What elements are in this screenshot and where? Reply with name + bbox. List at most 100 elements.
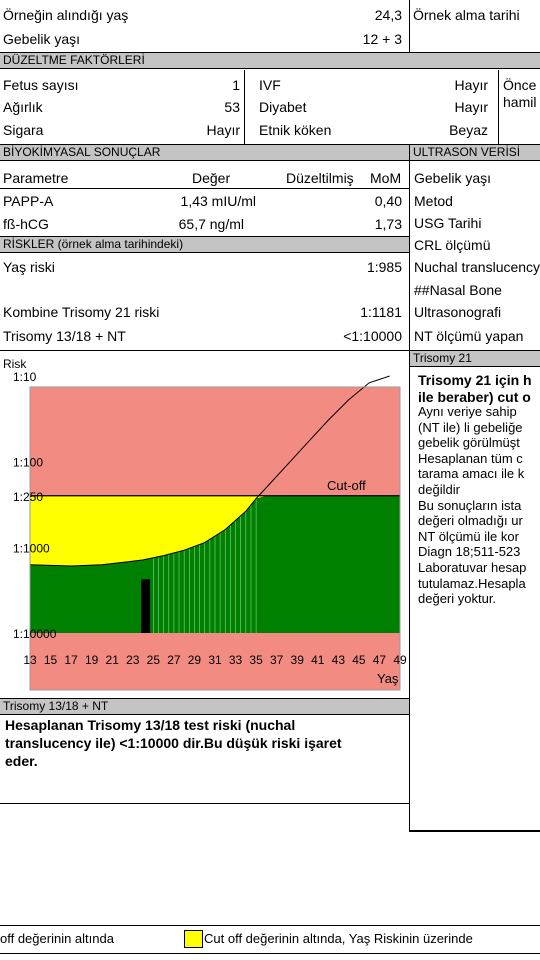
us-nt-operator: NT ölçümü yapan (414, 328, 524, 344)
x-tick-label: 49 (393, 653, 407, 667)
divider (409, 350, 410, 830)
cutoff-label: Cut-off (327, 478, 366, 493)
x-tick-label: 47 (373, 653, 387, 667)
divider (409, 830, 540, 832)
fetus-count-value: 1 (232, 77, 240, 93)
papp-a-value: 1,43 mIU/ml (180, 193, 256, 209)
legend-yellow-swatch (184, 930, 203, 948)
x-tick-label: 43 (332, 653, 346, 667)
divider (0, 953, 540, 954)
us-sonography: Ultrasonografi (414, 304, 502, 320)
sample-age-label: Örneğin alındığı yaş (3, 7, 129, 23)
value-header: Değer (192, 170, 231, 186)
y-tick-label: 1:10 (13, 370, 37, 384)
x-tick-label: 21 (106, 653, 120, 667)
x-tick-label: 25 (147, 653, 161, 667)
y-tick-label: 1:250 (13, 490, 43, 504)
weight-value: 53 (224, 99, 240, 115)
patient-marker (141, 579, 151, 633)
mom-header: MoM (370, 170, 402, 186)
previous-pregnancy-label: Önce (503, 77, 537, 93)
x-tick-label: 29 (188, 653, 202, 667)
x-ticks: 13 15 17 19 21 23 25 27 29 31 33 35 37 39 41 43 45 47 49 (23, 653, 407, 667)
t1318-risk-value: <1:10000 (343, 328, 402, 344)
correction-header: DÜZELTME FAKTÖRLERİ (0, 52, 540, 69)
sample-age-value: 24,3 (374, 7, 402, 23)
t21-bold-line-2: ile beraber) cut o (418, 389, 531, 405)
t1318-text-1: Hesaplanan Trisomy 13/18 test riski (nuc… (5, 717, 296, 733)
t21-text-line: değildir (418, 482, 460, 497)
t21-text-line: tarama amacı ile k (418, 466, 525, 482)
smoking-value: Hayır (206, 122, 240, 138)
t1318-header: Trisomy 13/18 + NT (0, 698, 409, 715)
gestational-age-value: 12 + 3 (362, 31, 402, 47)
weight-label: Ağırlık (3, 99, 43, 115)
plot-frame (29, 386, 401, 691)
diabetes-label: Diyabet (259, 99, 307, 115)
ivf-label: IVF (259, 77, 281, 93)
x-tick-label: 13 (23, 653, 37, 667)
divider (498, 70, 499, 144)
papp-a-label: PAPP-A (3, 193, 54, 209)
x-tick-label: 45 (352, 653, 366, 667)
divider (409, 144, 410, 350)
t21-text-line: değeri yoktur. (418, 591, 497, 607)
x-axis-label: Yaş (377, 671, 399, 686)
t21-text-line: Hesaplanan tüm c (418, 450, 523, 466)
us-nasal-bone: ##Nasal Bone (414, 282, 502, 298)
t21-text-line: tutulamaz.Hesapla (418, 575, 526, 591)
t1318-text-3: eder. (5, 753, 38, 769)
divider (409, 0, 410, 52)
hcg-value: 65,7 ng/ml (178, 216, 244, 232)
ethnic-label: Etnik köken (259, 122, 332, 138)
divider (244, 70, 245, 144)
t21-text-line: (NT ile) li gebeliğe (418, 419, 523, 435)
y-axis-label: Risk (3, 357, 27, 371)
age-risk-value: 1:985 (366, 259, 402, 275)
smoking-label: Sigara (3, 122, 44, 138)
t21-text-line: Laboratuvar hesap (418, 560, 527, 575)
hcg-label: fß-hCG (3, 216, 49, 232)
us-method: Metod (414, 193, 453, 209)
gestational-age-label: Gebelik yaşı (3, 31, 81, 47)
t21-text-line: değeri olmadığı ur (418, 513, 523, 529)
corrected-header: Düzeltilmiş (286, 170, 354, 186)
divider (0, 925, 540, 926)
x-tick-label: 17 (64, 653, 78, 667)
biochem-header: BİYOKİMYASAL SONUÇLAR (0, 144, 409, 161)
x-tick-label: 31 (208, 653, 222, 667)
param-header: Parametre (3, 170, 69, 186)
divider (0, 188, 409, 189)
curve-lines (153, 498, 257, 633)
legend-green-label: off değerinin altında (0, 931, 114, 946)
x-tick-label: 15 (44, 653, 58, 667)
ivf-value: Hayır (454, 77, 488, 93)
x-tick-label: 35 (249, 653, 263, 667)
t21-text-line: Diagn 18;511-523 (418, 544, 521, 560)
t21-bold-line-1: Trisomy 21 için h (418, 372, 532, 388)
hcg-mom: 1,73 (374, 216, 402, 232)
t1318-text-2: translucency ile) <1:10000 dir.Bu düşük … (5, 735, 342, 751)
t21-text-line: NT ölçümü ile kor (418, 528, 519, 544)
combined-risk-value: 1:1181 (360, 304, 402, 320)
age-risk-label: Yaş riski (3, 259, 55, 275)
yellow-zone (30, 495, 400, 566)
y-ticks: 1:10 1:100 1:250 1:1000 1:10000 (13, 370, 57, 641)
x-tick-label: 39 (291, 653, 305, 667)
ultrasound-header: ULTRASON VERİSİ (410, 144, 540, 161)
risks-header: RİSKLER (örnek alma tarihindeki) (0, 236, 409, 253)
previous-pregnancy-label-2: hamil (503, 94, 537, 110)
ethnic-value: Beyaz (449, 122, 488, 138)
y-tick-label: 1:100 (13, 456, 43, 470)
us-nt: Nuchal translucency (414, 259, 540, 275)
y-tick-label: 1:10000 (13, 627, 57, 641)
t21-header: Trisomy 21 (410, 350, 540, 367)
combined-risk-label: Kombine Trisomy 21 riski (3, 304, 160, 320)
t1318-risk-label: Trisomy 13/18 + NT (3, 328, 126, 344)
age-risk-curve (29, 375, 390, 567)
us-crl: CRL ölçümü (414, 237, 491, 253)
divider (0, 803, 410, 804)
diabetes-value: Hayır (454, 99, 488, 115)
us-gest-age: Gebelik yaşı (414, 170, 492, 186)
